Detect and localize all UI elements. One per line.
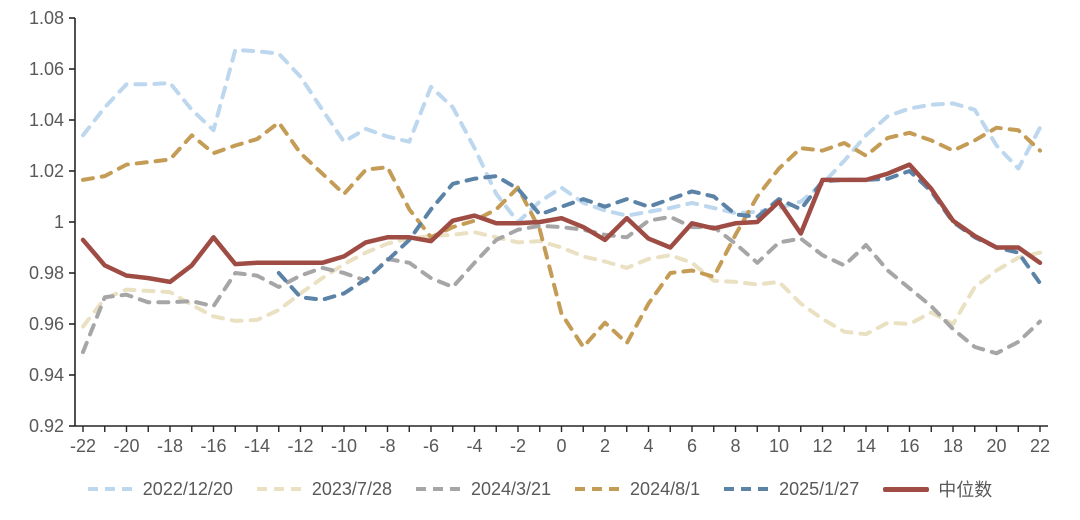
x-tick-label: 8	[730, 436, 740, 456]
y-tick-label: 1.04	[29, 110, 64, 130]
x-tick-label: -2	[510, 436, 526, 456]
x-tick-label: 2	[600, 436, 610, 456]
series-line-2025-1-27	[276, 169, 1042, 302]
y-tick-label: 0.96	[29, 314, 64, 334]
x-tick-label: -6	[423, 436, 439, 456]
legend-line-sample	[575, 487, 622, 491]
x-tick-label: 16	[899, 436, 919, 456]
legend-label: 2022/12/20	[142, 478, 233, 499]
legend-label: 2024/8/1	[630, 478, 701, 499]
x-tick-label: -22	[70, 436, 96, 456]
series-line-2024-3-21	[81, 214, 1042, 356]
y-tick-label: 0.98	[29, 263, 64, 283]
x-tick-label: -4	[466, 436, 482, 456]
y-tick-label: 1.06	[29, 59, 64, 79]
legend-label: 2024/3/21	[470, 478, 552, 499]
x-tick-label: 6	[687, 436, 697, 456]
series-line-2023-7-28	[81, 230, 1042, 337]
y-tick-label: 1.08	[29, 8, 64, 28]
legend-item-中位数: 中位数	[883, 476, 992, 502]
x-tick-label: 14	[856, 436, 876, 456]
x-tick-label: -12	[287, 436, 313, 456]
legend-item-2024-3-21: 2024/3/21	[415, 478, 552, 500]
legend-label: 2025/1/27	[779, 478, 860, 499]
y-tick-label: 0.92	[29, 416, 64, 436]
y-tick-label: 1.02	[29, 161, 64, 181]
x-tick-label: -14	[244, 436, 270, 456]
legend-item-2024-8-1: 2024/8/1	[575, 479, 700, 500]
x-tick-label: 0	[556, 436, 566, 456]
legend-item-2025-1-27: 2025/1/27	[724, 479, 859, 500]
legend-line-sample	[724, 487, 771, 491]
y-tick-label: 1	[54, 212, 64, 232]
legend-label: 2023/7/28	[311, 478, 392, 499]
x-tick-label: 18	[943, 436, 963, 456]
x-tick-label: 12	[812, 436, 832, 456]
legend-line-sample	[415, 487, 462, 491]
x-tick-label: 4	[643, 436, 653, 456]
x-tick-label: -16	[200, 436, 226, 456]
series-line-2022-12-20	[81, 47, 1042, 224]
x-tick-label: 10	[769, 436, 789, 456]
legend-label: 中位数	[938, 480, 993, 500]
x-tick-label: -18	[157, 436, 183, 456]
x-tick-label: -8	[379, 436, 395, 456]
x-tick-label: -20	[113, 436, 139, 456]
legend-line-sample	[256, 487, 303, 491]
x-tick-label: 20	[986, 436, 1006, 456]
series-line-中位数	[80, 162, 1043, 285]
legend-line-sample	[87, 487, 134, 491]
legend-line-sample	[883, 486, 930, 492]
x-tick-label: 22	[1030, 436, 1050, 456]
series-line-2024-8-1	[81, 120, 1042, 349]
chart-legend: 2022/12/20 2023/7/28 2024/3/21 2024/8/1 2025…	[0, 476, 1080, 502]
x-tick-label: -10	[331, 436, 357, 456]
legend-item-2023-7-28: 2023/7/28	[256, 478, 392, 500]
legend-item-2022-12-20: 2022/12/20	[87, 478, 233, 500]
y-tick-label: 0.94	[29, 365, 64, 385]
